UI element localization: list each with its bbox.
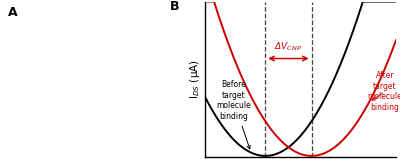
Y-axis label: I$_{DS}$ (μA): I$_{DS}$ (μA) — [188, 60, 202, 99]
Text: After
target
molecule
binding: After target molecule binding — [368, 71, 400, 112]
Text: Before
target
molecule
binding: Before target molecule binding — [216, 80, 251, 149]
Text: A: A — [8, 6, 18, 19]
Text: ΔV$_{CNP}$: ΔV$_{CNP}$ — [274, 41, 302, 53]
Text: B: B — [170, 0, 180, 13]
